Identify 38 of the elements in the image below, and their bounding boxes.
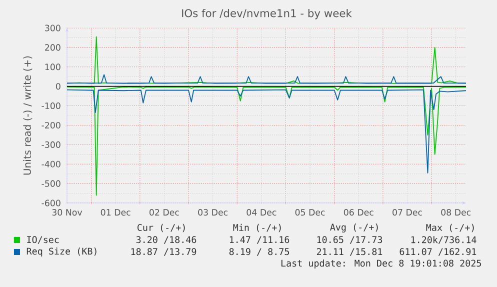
y-tick-label: 0 xyxy=(56,83,60,90)
text: 611.07 /162.91 xyxy=(400,248,476,256)
line-series xyxy=(67,86,466,196)
text: Min (-/+) xyxy=(233,224,281,232)
legend-label: Req Size (KB) xyxy=(26,248,96,256)
text: Cur (-/+) xyxy=(138,224,185,232)
legend-label: IO/sec xyxy=(27,236,59,244)
y-tick-label: 300 xyxy=(45,24,60,32)
chart-title: IOs for /dev/nvme1n1 - by week xyxy=(182,8,352,20)
text: Max (-/+) xyxy=(426,224,474,232)
y-tick-label: -400 xyxy=(42,160,60,168)
y-tick-label: -500 xyxy=(42,180,60,187)
text: 3.20 /18.46 xyxy=(136,236,196,244)
y-axis-title: Units read (-) / write (+) xyxy=(23,56,32,175)
text: Avg (-/+) xyxy=(330,224,378,232)
line-series xyxy=(67,89,466,174)
text: 1.47 /11.16 xyxy=(230,236,290,244)
y-tick-label: 200 xyxy=(45,44,60,51)
x-tick-label: 30 Nov xyxy=(52,209,82,216)
text: 21.11 /15.81 xyxy=(316,248,382,256)
y-tick-label: -100 xyxy=(42,102,60,110)
y-tick-label: -300 xyxy=(42,141,60,148)
x-tick-label: 01 Dec xyxy=(100,209,130,216)
x-tick-label: 04 Dec xyxy=(246,209,276,216)
y-tick-label: 100 xyxy=(45,64,60,70)
x-tick-label: 05 Dec xyxy=(295,209,325,216)
x-tick-label: 07 Dec xyxy=(392,209,422,216)
x-tick-label: 08 Dec xyxy=(441,209,471,216)
x-tick-label: 03 Dec xyxy=(198,209,228,216)
x-tick-label: 02 Dec xyxy=(150,209,179,216)
text: 18.87 /13.79 xyxy=(131,248,196,256)
text: 1.20k/736.14 xyxy=(411,236,476,244)
x-tick-label: 06 Dec xyxy=(344,209,374,216)
y-tick-label: -600 xyxy=(42,200,60,206)
y-tick-label: -200 xyxy=(42,122,60,129)
text: 10.65 /17.73 xyxy=(317,236,382,244)
text: 8.19 / 8.75 xyxy=(229,248,289,256)
text: Last update: Mon Dec 8 19:01:08 2025 xyxy=(281,260,481,268)
